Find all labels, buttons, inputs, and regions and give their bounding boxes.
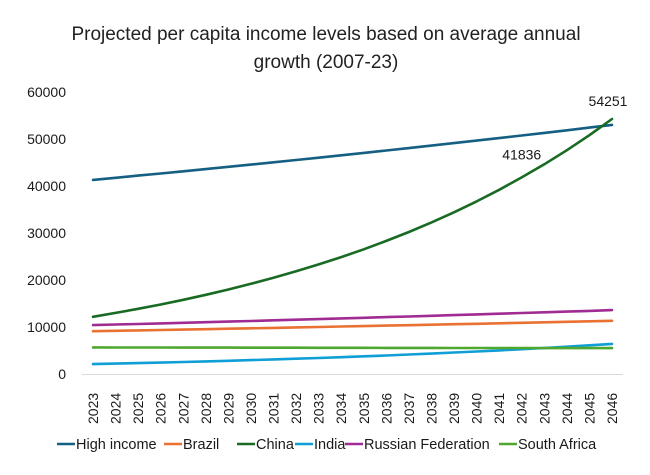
legend-label: Russian Federation	[364, 437, 490, 453]
x-tick-label: 2029	[220, 393, 236, 424]
data-label: 41836	[502, 146, 541, 162]
legend-label: Brazil	[183, 437, 219, 453]
series-lines	[91, 117, 614, 366]
series-line-brazil	[91, 319, 614, 333]
x-tick-label: 2044	[559, 393, 575, 424]
y-tick-label: 20000	[27, 272, 66, 288]
x-tick-label: 2023	[85, 393, 101, 424]
legend-item-china[interactable]: China	[237, 437, 295, 453]
y-tick-label: 0	[58, 366, 66, 382]
y-tick-label: 30000	[27, 225, 66, 241]
data-label: 54251	[589, 93, 628, 109]
x-tick-label: 2036	[378, 393, 394, 424]
y-axis: 0 10000 20000 30000 40000 50000 60000	[27, 84, 66, 382]
series-line-south-africa	[91, 346, 614, 350]
series-line-china	[91, 117, 614, 319]
chart-title-line-2: growth (2007-23)	[254, 52, 399, 73]
x-tick-label: 2042	[514, 393, 530, 424]
x-tick-label: 2043	[536, 393, 552, 424]
legend: High income Brazil China India Russian Feder…	[57, 437, 597, 453]
x-tick-label: 2028	[198, 393, 214, 424]
x-tick-label: 2025	[130, 393, 146, 424]
legend-item-brazil[interactable]: Brazil	[164, 437, 219, 453]
legend-label: India	[314, 437, 346, 453]
legend-label: High income	[76, 437, 157, 453]
x-tick-label: 2033	[311, 393, 327, 424]
y-tick-label: 60000	[27, 84, 66, 100]
chart-title-line-1: Projected per capita income levels based…	[71, 24, 580, 45]
legend-item-russian-federation[interactable]: Russian Federation	[345, 437, 490, 453]
x-axis: 2023 2024 2025 2026 2027 2028 2029 2030 2031 2032…	[85, 393, 620, 424]
x-tick-label: 2037	[401, 393, 417, 424]
x-tick-label: 2030	[243, 393, 259, 424]
legend-item-india[interactable]: India	[295, 437, 346, 453]
legend-item-high-income[interactable]: High income	[57, 437, 157, 453]
y-tick-label: 40000	[27, 178, 66, 194]
data-labels: 41836 54251	[502, 93, 627, 162]
x-tick-label: 2026	[153, 393, 169, 424]
x-tick-label: 2041	[491, 393, 507, 424]
x-tick-label: 2035	[356, 393, 372, 424]
x-tick-label: 2032	[288, 393, 304, 424]
x-tick-label: 2045	[581, 393, 597, 424]
x-tick-label: 2024	[108, 393, 124, 424]
legend-label: China	[256, 437, 295, 453]
x-tick-label: 2027	[175, 393, 191, 424]
y-tick-label: 50000	[27, 131, 66, 147]
x-tick-label: 2034	[333, 393, 349, 424]
x-tick-label: 2038	[423, 393, 439, 424]
series-line-russian-federation	[91, 308, 614, 327]
x-tick-label: 2031	[266, 393, 282, 424]
series-line-high-income	[91, 123, 614, 182]
x-tick-label: 2046	[604, 393, 620, 424]
y-tick-label: 10000	[27, 319, 66, 335]
legend-label: South Africa	[518, 437, 597, 453]
legend-item-south-africa[interactable]: South Africa	[499, 437, 597, 453]
x-tick-label: 2039	[446, 393, 462, 424]
x-tick-label: 2040	[469, 393, 485, 424]
